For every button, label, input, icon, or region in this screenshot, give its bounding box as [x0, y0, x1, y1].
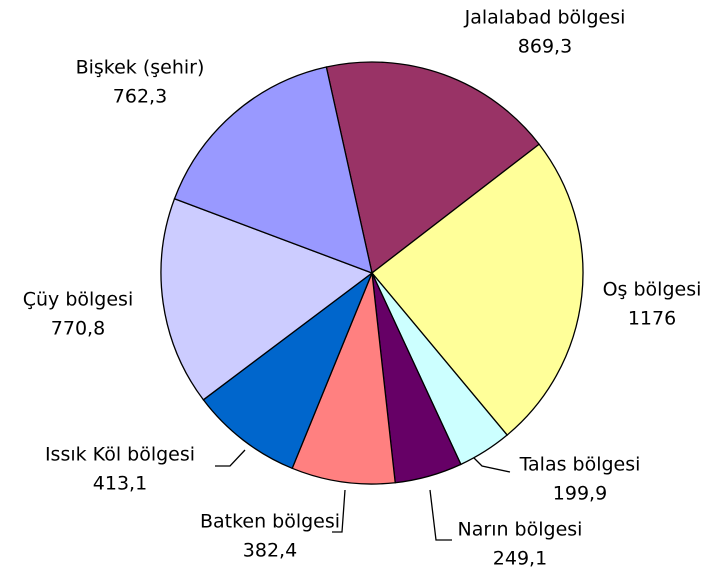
slice-value: 1176: [628, 308, 676, 330]
leader-line: [429, 489, 452, 541]
pie-slice: [173, 66, 373, 275]
slice-value: 413,1: [93, 473, 147, 495]
slice-value: 249,1: [493, 548, 547, 570]
slice-value: 770,8: [51, 318, 105, 340]
slice-value: 762,3: [113, 86, 167, 108]
slice-label: Bişkek (şehir): [76, 57, 205, 79]
pie-slice: [202, 271, 374, 470]
slice-label: Issık Köl bölgesi: [45, 444, 195, 466]
slice-value: 199,9: [553, 483, 607, 505]
slice-label: Çüy bölgesi: [23, 289, 133, 311]
slice-label: Batken bölgesi: [200, 511, 340, 533]
pie-slice: [160, 197, 374, 401]
slice-label: Oş bölgesi: [603, 279, 702, 301]
slice-label: Narın bölgesi: [458, 519, 583, 541]
pie-slice: [371, 143, 584, 436]
leader-line: [332, 489, 346, 533]
slice-label: Talas bölgesi: [519, 454, 641, 476]
slice-value: 382,4: [243, 540, 297, 562]
slice-label: Jalalabad bölgesi: [464, 7, 626, 29]
leader-line: [215, 449, 246, 467]
slice-value: 869,3: [518, 36, 572, 58]
pie-slice: [291, 272, 396, 485]
pie-slice: [325, 61, 541, 275]
